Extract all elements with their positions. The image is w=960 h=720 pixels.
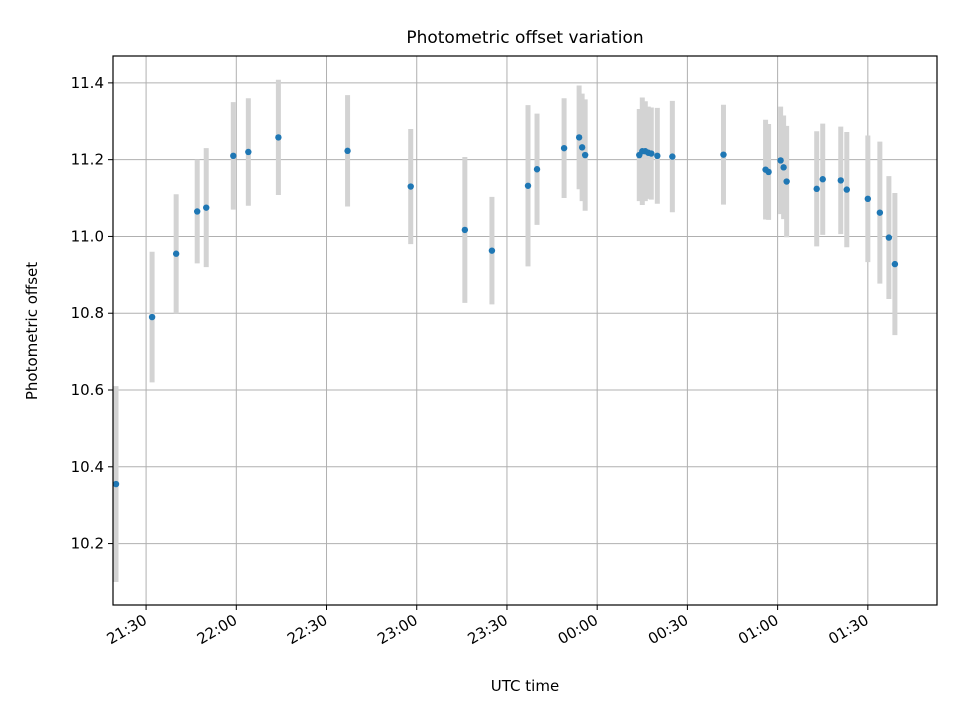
x-tick-label: 22:00 (194, 611, 240, 648)
data-point (533, 166, 541, 173)
x-tick-label: 01:30 (825, 611, 871, 648)
data-point (819, 176, 826, 183)
data-point (777, 157, 784, 164)
data-point (648, 150, 655, 157)
data-point (344, 147, 351, 155)
data-point (765, 168, 772, 176)
data-points (112, 134, 899, 488)
data-point (891, 260, 899, 268)
plot-frame (112, 55, 938, 606)
data-point (669, 153, 676, 160)
x-tick-label: 01:00 (735, 611, 781, 648)
data-point (112, 480, 120, 488)
y-tick-label: 11.4 (71, 74, 104, 92)
data-point (780, 164, 787, 171)
y-tick-label: 10.4 (71, 458, 104, 476)
y-tick-label: 11.0 (71, 227, 104, 245)
y-axis-label: Photometric offset (23, 262, 41, 400)
data-point (524, 182, 532, 189)
data-point (148, 313, 156, 321)
y-tick-label: 10.8 (71, 304, 104, 322)
data-point (488, 247, 496, 254)
data-point (720, 151, 727, 158)
data-point (654, 152, 661, 160)
data-point (843, 186, 850, 193)
x-tick-label: 23:00 (374, 611, 420, 648)
data-point (407, 183, 414, 190)
data-point (581, 151, 589, 159)
data-point (578, 144, 586, 151)
x-tick-label: 21:30 (104, 611, 150, 648)
grid-lines (113, 56, 937, 605)
data-point (783, 178, 790, 185)
x-tick-label: 22:30 (284, 611, 330, 648)
x-tick-label: 00:00 (555, 611, 601, 648)
data-point (876, 209, 884, 216)
y-tick-label: 10.6 (71, 381, 104, 399)
data-point (275, 134, 282, 141)
data-point (575, 134, 583, 141)
x-axis-label: UTC time (491, 677, 559, 695)
x-tick-label: 23:30 (465, 611, 511, 648)
data-point (230, 152, 237, 160)
chart-title: Photometric offset variation (406, 28, 643, 48)
y-tick-label: 11.2 (71, 151, 104, 169)
data-point (885, 234, 893, 241)
data-point (864, 195, 872, 203)
data-point (245, 148, 252, 156)
data-point (172, 250, 180, 257)
data-point (461, 226, 469, 234)
data-point (837, 177, 844, 184)
y-tick-label: 10.2 (71, 535, 104, 553)
data-point (194, 208, 201, 215)
x-tick-label: 00:30 (645, 611, 691, 648)
data-point (560, 144, 568, 152)
data-point (203, 204, 210, 211)
data-point (813, 185, 820, 193)
